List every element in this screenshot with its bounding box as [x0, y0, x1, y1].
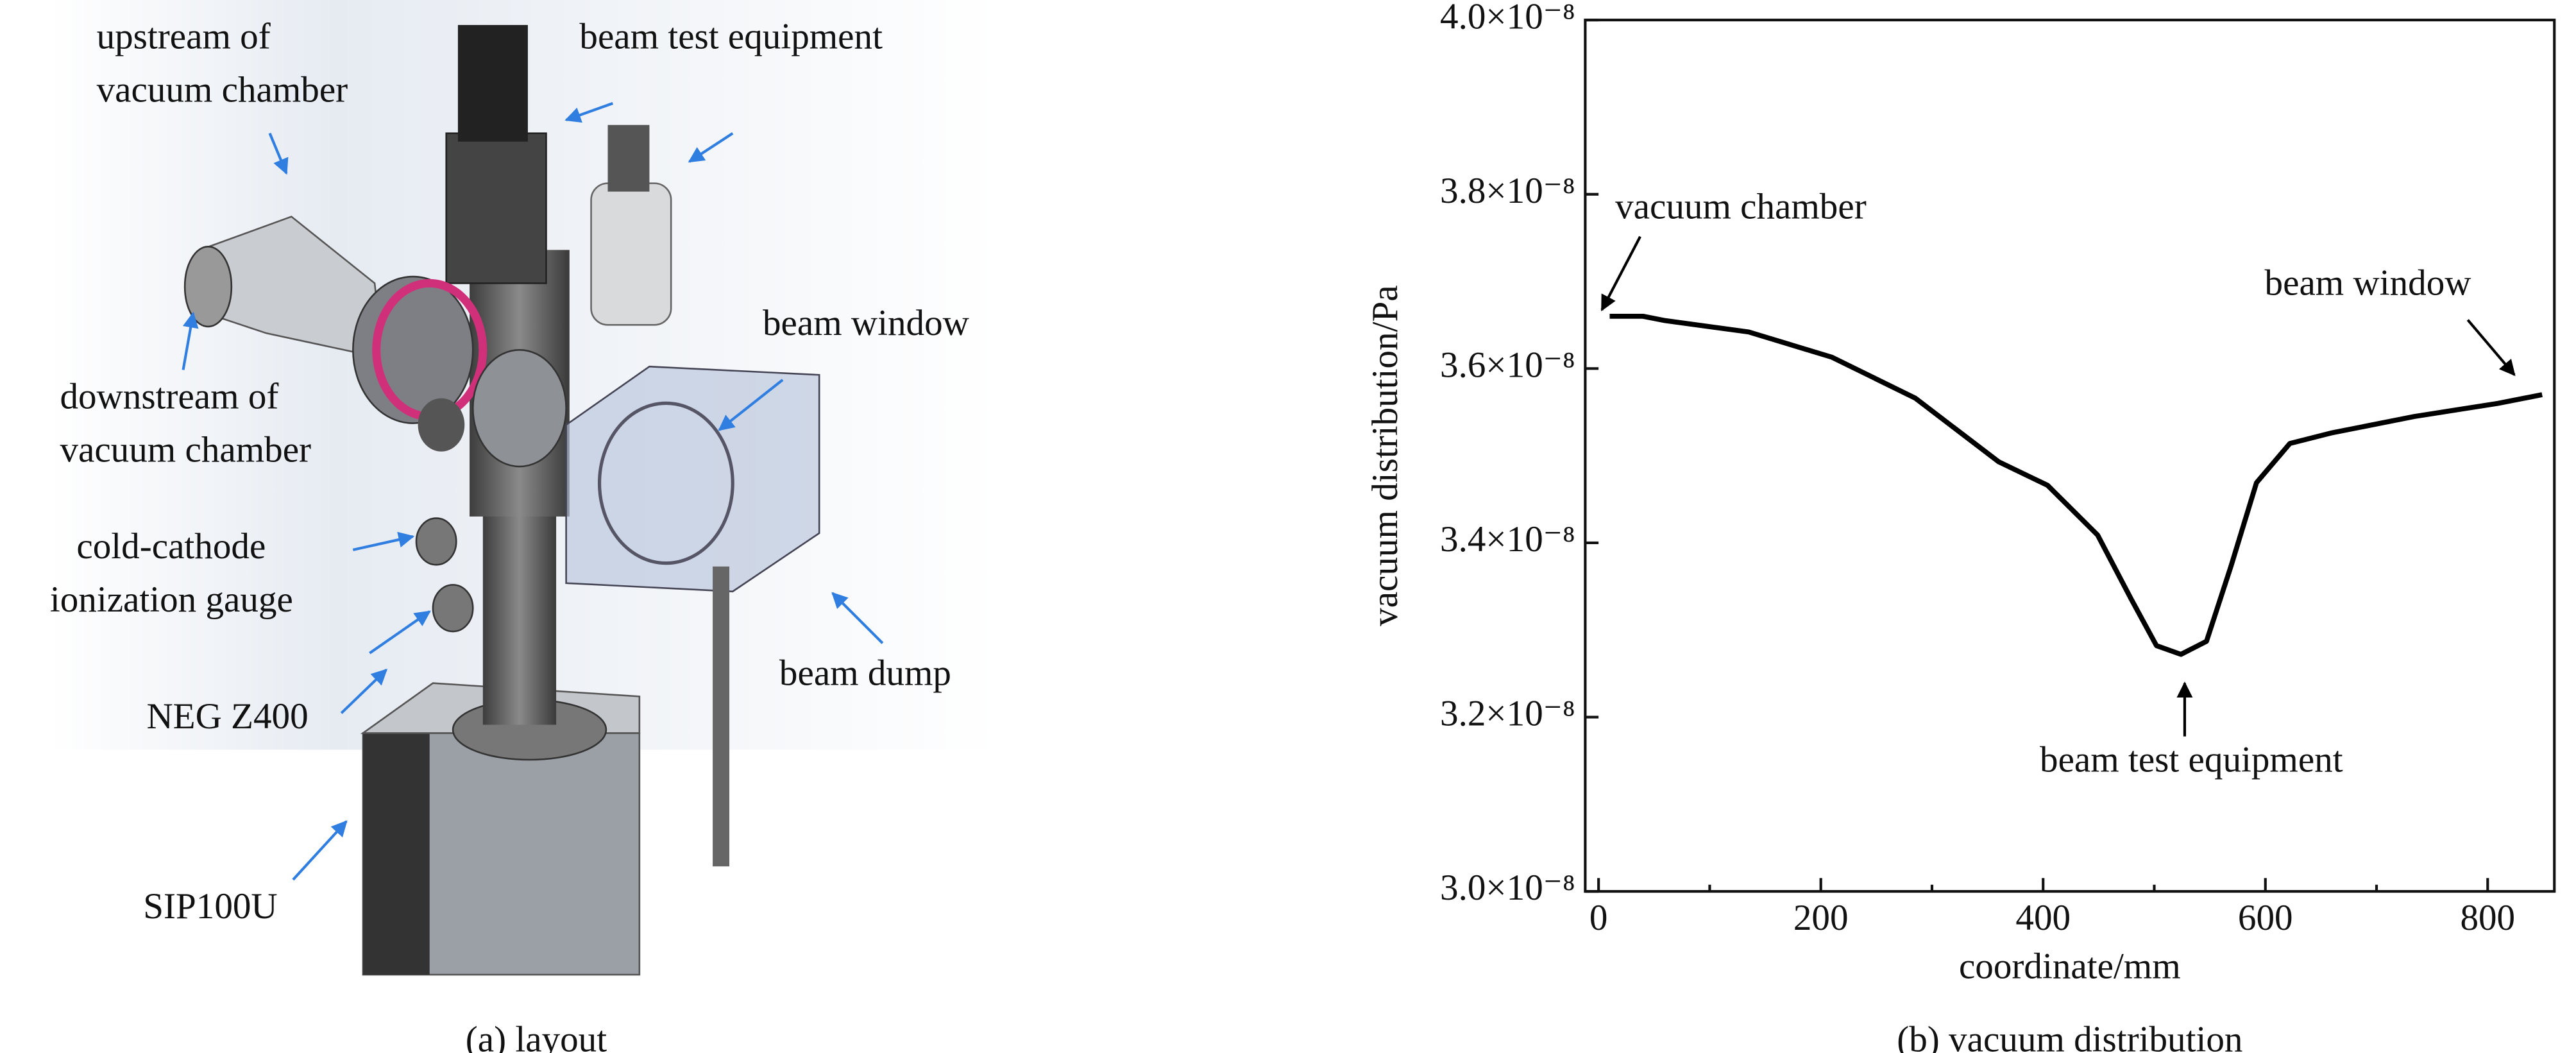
x-axis-label: coordinate/mm [1959, 946, 2181, 986]
y-tick-label: 3.6×10⁻⁸ [1440, 345, 1575, 385]
apparatus [49, 0, 999, 976]
layout-label: SIP100U [143, 886, 277, 927]
x-tick-label: 400 [2015, 898, 2071, 938]
layout-arrows [182, 102, 884, 881]
x-tick-label: 0 [1589, 898, 1608, 938]
layout-label: beam window [763, 303, 969, 343]
annotation: beam test equipment [2040, 739, 2343, 780]
annotation: beam window [2265, 263, 2471, 304]
y-tick-label: 3.8×10⁻⁸ [1440, 171, 1575, 211]
layout-label: NEG Z400 [146, 696, 308, 737]
layout-label: cold-cathode [76, 526, 266, 567]
layout-label: vacuum chamber [60, 429, 311, 470]
layout-label: beam test equipment [579, 16, 883, 56]
plot-frame [1584, 19, 2556, 893]
y-tick-label: 3.0×10⁻⁸ [1440, 868, 1575, 908]
layout-label: beam dump [779, 653, 951, 693]
x-tick-label: 200 [1793, 898, 1849, 938]
layout-label: downstream of [60, 376, 279, 416]
x-tick-label: 800 [2460, 898, 2515, 938]
layout-label: ionization gauge [50, 579, 293, 620]
y-tick-label: 3.4×10⁻⁸ [1440, 519, 1575, 560]
y-tick-label: 3.2×10⁻⁸ [1440, 694, 1575, 734]
x-tick-label: 600 [2238, 898, 2293, 938]
y-tick-label: 4.0×10⁻⁸ [1440, 0, 1575, 37]
line-series [1609, 313, 2543, 657]
caption: (a) layout [466, 1020, 607, 1053]
caption: (b) vacuum distribution [1897, 1020, 2242, 1053]
layout-label: upstream of [97, 16, 271, 56]
annotation: vacuum chamber [1615, 186, 1867, 227]
layout-label: vacuum chamber [97, 70, 348, 110]
y-axis-label: vacuum distribution/Pa [1365, 285, 1405, 626]
chart-arrows [1600, 235, 2516, 737]
